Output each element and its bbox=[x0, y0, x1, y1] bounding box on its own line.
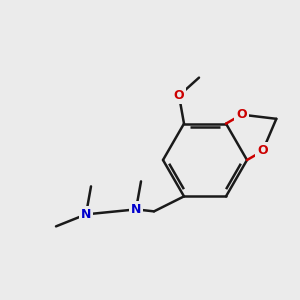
Text: O: O bbox=[174, 89, 184, 102]
Text: N: N bbox=[81, 208, 91, 221]
Text: O: O bbox=[257, 145, 268, 158]
Text: N: N bbox=[131, 203, 141, 216]
Text: O: O bbox=[236, 108, 247, 121]
